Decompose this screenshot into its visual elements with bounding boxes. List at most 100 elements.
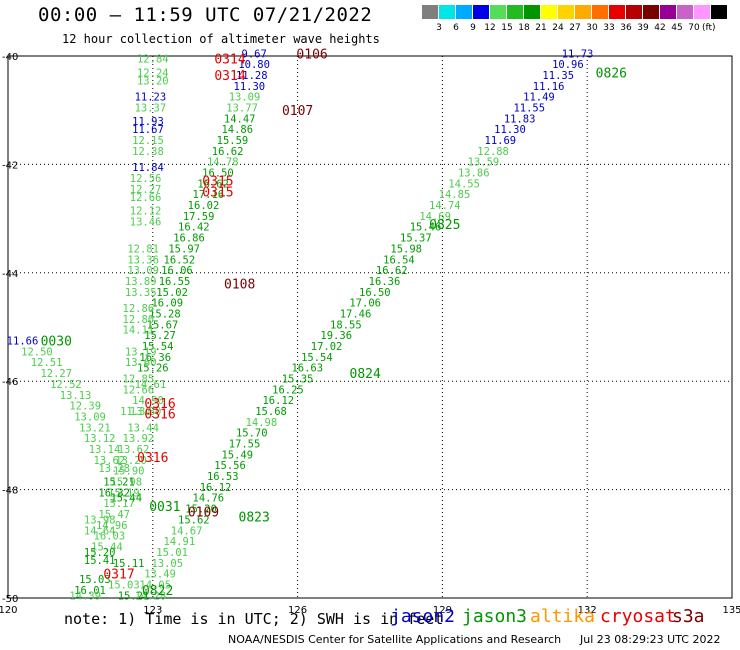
wave-height-point: 16.32 xyxy=(98,487,130,499)
wave-height-point: 13.44 xyxy=(127,422,159,434)
wave-height-point: 16.54 xyxy=(383,254,415,266)
wave-height-point: 16.01 xyxy=(74,585,106,597)
wave-height-point: 17.02 xyxy=(311,341,343,353)
y-tick-label: -40 xyxy=(2,52,18,63)
color-swatch xyxy=(524,5,540,19)
wave-height-point: 16.62 xyxy=(212,146,244,158)
wave-height-point: 13.28 xyxy=(98,463,130,475)
wave-height-point: 13.05 xyxy=(151,558,183,570)
wave-height-point: 16.52 xyxy=(164,254,196,266)
wave-height-point: 12.12 xyxy=(130,205,162,217)
wave-height-point: 11.66 xyxy=(7,336,39,348)
wave-height-point: 16.55 xyxy=(159,276,191,288)
timestamp-text: Jul 23 08:29:23 UTC 2022 xyxy=(580,633,721,646)
page-title: 00:00 – 11:59 UTC 07/21/2022 xyxy=(38,4,373,26)
pass-time-label: 0822 xyxy=(142,584,173,599)
wave-height-point: 11.67 xyxy=(132,124,164,136)
wave-height-point: 14.69 xyxy=(419,211,451,223)
wave-height-point: 13.09 xyxy=(229,92,261,104)
wave-height-point: 15.03 xyxy=(79,574,111,586)
wave-height-point: 14.11 xyxy=(123,325,155,337)
pass-time-label: 0314 xyxy=(214,69,245,84)
wave-height-point: 17.55 xyxy=(229,439,261,451)
wave-height-point: 11.30 xyxy=(120,406,152,418)
color-scale-label: 27 xyxy=(569,23,581,33)
wave-height-point: 11.55 xyxy=(513,102,545,114)
wave-height-point: 12.51 xyxy=(31,357,63,369)
wave-height-point: 9.67 xyxy=(242,48,267,60)
wave-height-point: 15.68 xyxy=(255,406,287,418)
wave-height-point: 16.25 xyxy=(272,384,304,396)
wave-height-point: 15.21 xyxy=(118,590,150,602)
pass-time-label: 0031 xyxy=(149,500,180,515)
pass-time-label: 0824 xyxy=(350,367,381,382)
color-swatch xyxy=(694,5,710,19)
color-swatch xyxy=(422,5,438,19)
wave-height-point: 13.60 xyxy=(125,357,157,369)
wave-height-point: 13.14 xyxy=(89,444,121,456)
satellite-cryosat: cryosat xyxy=(600,606,676,627)
wave-height-point: 14.74 xyxy=(429,200,461,212)
wave-height-point: 15.47 xyxy=(98,509,130,521)
wave-height-point: 14.61 xyxy=(135,379,167,391)
wave-height-point: 15.46 xyxy=(410,222,442,234)
y-tick-label: -48 xyxy=(2,486,18,497)
wave-height-point: 16.12 xyxy=(262,395,294,407)
wave-height-point: 16.50 xyxy=(359,287,391,299)
color-swatch xyxy=(660,5,676,19)
color-scale-label: 36 xyxy=(620,23,632,33)
wave-height-point: 11.35 xyxy=(542,70,574,82)
color-swatch xyxy=(677,5,693,19)
wave-height-point: 13.89 xyxy=(125,276,157,288)
wave-height-point: 16.86 xyxy=(173,233,205,245)
wave-height-point: 13.09 xyxy=(74,411,106,423)
x-tick-label: 120 xyxy=(0,605,18,616)
plot-frame xyxy=(7,55,733,599)
color-swatch xyxy=(711,5,727,19)
wave-height-point: 16.02 xyxy=(188,200,220,212)
x-tick-label: 132 xyxy=(578,605,597,616)
wave-height-point: 17.46 xyxy=(340,308,372,320)
wave-height-point: 16.36 xyxy=(139,352,171,364)
wave-height-point: 12.84 xyxy=(137,54,169,66)
wave-height-point: 11.30 xyxy=(494,124,526,136)
wave-height-point: 14.39 xyxy=(69,590,101,602)
pass-time-label: 0316 xyxy=(144,408,175,423)
color-swatch xyxy=(456,5,472,19)
pass-time-label: 0316 xyxy=(137,451,168,466)
y-tick-label: -46 xyxy=(2,377,18,388)
x-tick-label: 123 xyxy=(143,605,162,616)
color-swatch xyxy=(592,5,608,19)
wave-height-point: 15.98 xyxy=(390,243,422,255)
wave-height-point: 15.02 xyxy=(156,287,188,299)
pass-time-label: 0109 xyxy=(188,505,219,520)
pass-time-label: 0108 xyxy=(224,278,255,293)
wave-height-point: 14.47 xyxy=(224,113,256,125)
wave-height-point: 13.92 xyxy=(123,433,155,445)
wave-height-point: 11.93 xyxy=(132,116,164,128)
x-tick-label: 129 xyxy=(433,605,452,616)
wave-height-point: 16.62 xyxy=(197,178,229,190)
pass-time-label: 0314 xyxy=(214,53,245,68)
wave-height-point: 11.23 xyxy=(135,92,167,104)
color-swatch xyxy=(558,5,574,19)
wave-height-point: 16.50 xyxy=(202,168,234,180)
color-scale-label: 70 xyxy=(688,23,700,33)
wave-height-point: 15.03 xyxy=(108,579,140,591)
satellite-altika: altika xyxy=(530,606,596,627)
color-scale-label: 45 xyxy=(671,23,683,33)
wave-height-point: 14.96 xyxy=(96,520,128,532)
wave-height-point: 13.20 xyxy=(115,455,147,467)
wave-height-point: 12.66 xyxy=(123,384,155,396)
color-scale-label: 18 xyxy=(518,23,530,33)
color-swatch xyxy=(575,5,591,19)
y-tick-label: -42 xyxy=(2,160,18,171)
wave-height-point: 12.39 xyxy=(69,401,101,413)
wave-height-point: 13.36 xyxy=(127,254,159,266)
wave-height-point: 15.98 xyxy=(110,476,142,488)
color-swatch xyxy=(490,5,506,19)
color-scale-label: 12 xyxy=(484,23,496,33)
wave-height-point: 16.12 xyxy=(200,482,232,494)
